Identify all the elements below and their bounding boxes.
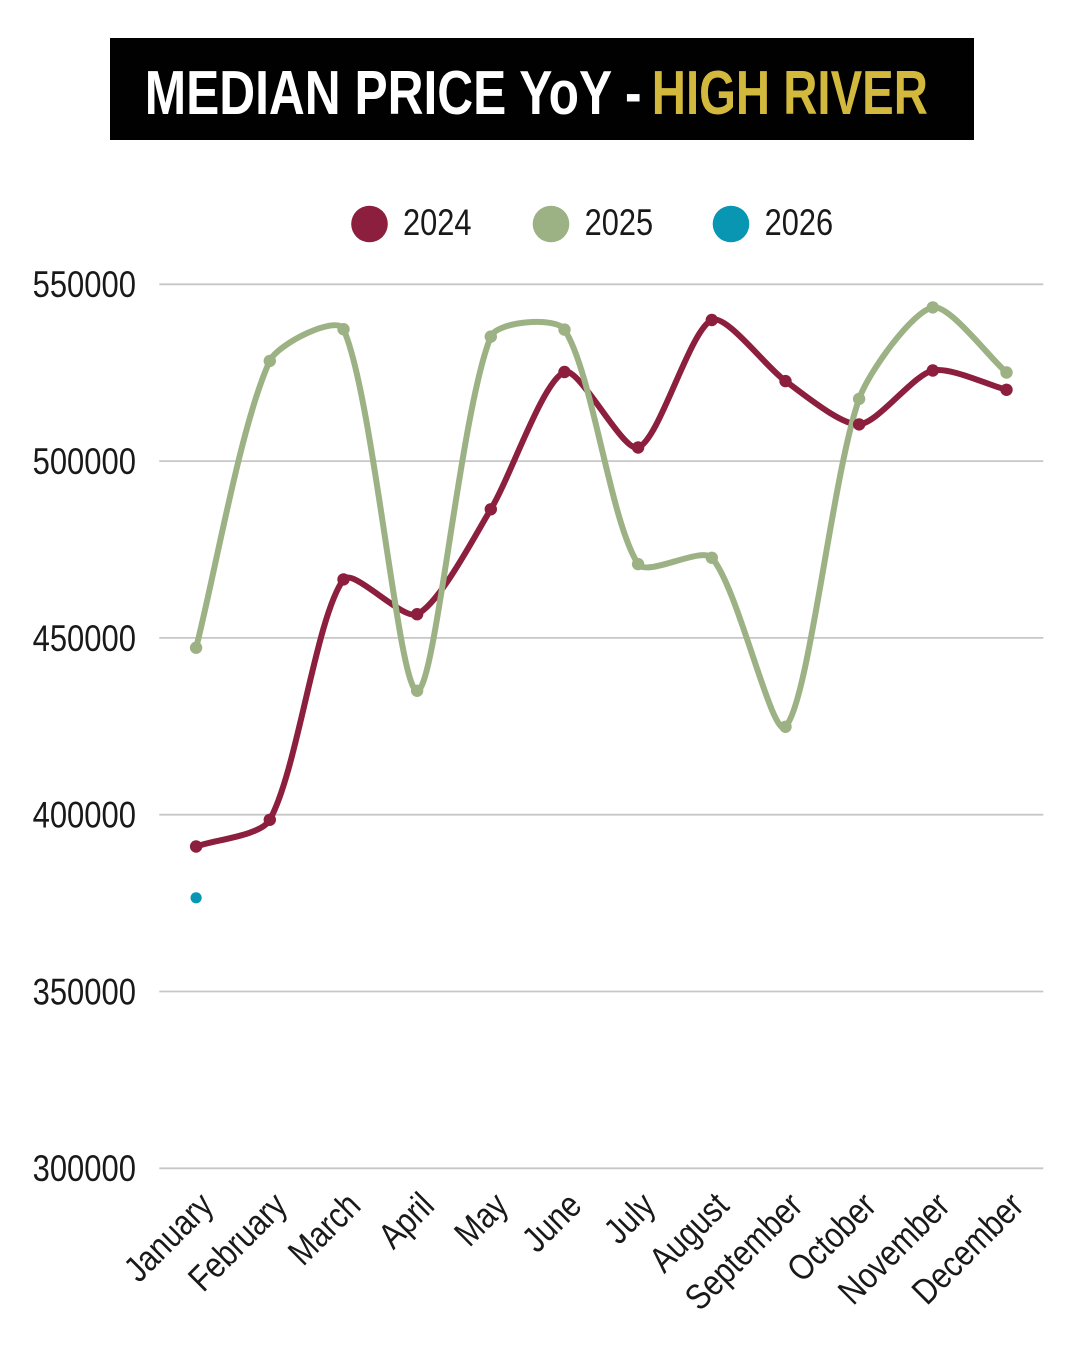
svg-text:HIGH RIVER: HIGH RIVER	[652, 59, 928, 128]
svg-text:300000: 300000	[33, 1148, 136, 1189]
svg-text:450000: 450000	[33, 618, 136, 659]
svg-text:550000: 550000	[33, 264, 136, 305]
svg-text:400000: 400000	[33, 795, 136, 836]
svg-text:MEDIAN PRICE YoY -: MEDIAN PRICE YoY -	[145, 59, 642, 128]
svg-text:2025: 2025	[585, 202, 654, 243]
svg-text:2024: 2024	[403, 202, 472, 243]
svg-text:2026: 2026	[765, 202, 834, 243]
svg-text:350000: 350000	[33, 971, 136, 1012]
svg-text:500000: 500000	[33, 441, 136, 482]
